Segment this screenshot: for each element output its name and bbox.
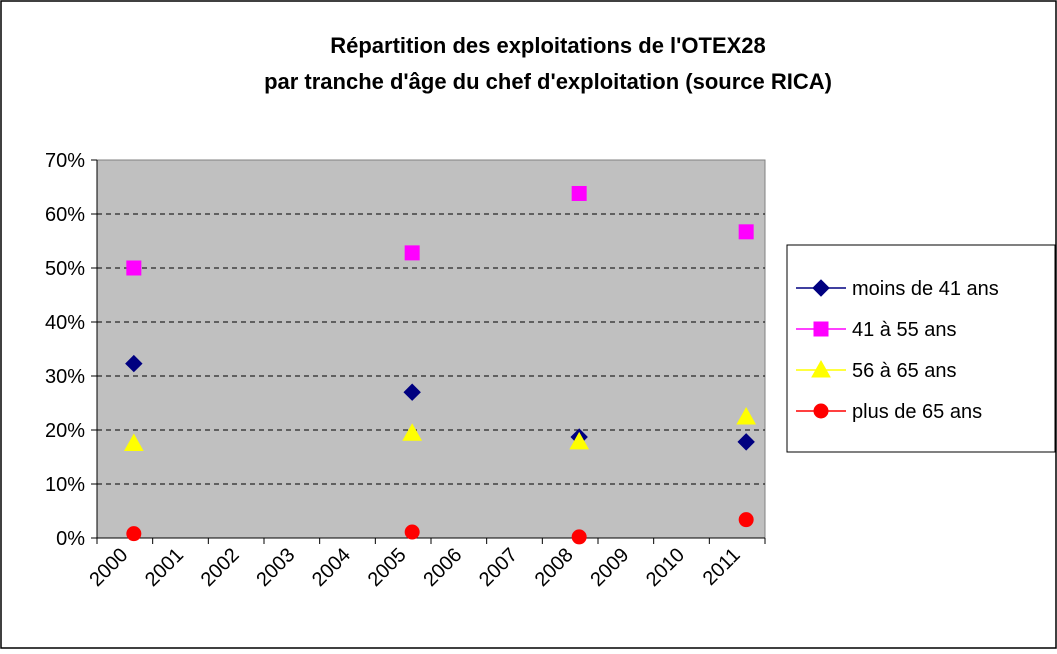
- marker: [571, 185, 587, 201]
- marker: [736, 407, 757, 425]
- marker: [404, 524, 420, 540]
- marker: [404, 245, 420, 261]
- marker: [571, 529, 587, 545]
- marker: [813, 321, 829, 337]
- marker: [125, 354, 143, 373]
- marker: [402, 423, 423, 441]
- legend-label: moins de 41 ans: [852, 278, 999, 300]
- marker: [811, 359, 831, 378]
- y-tick-label: 50%: [45, 258, 85, 280]
- legend-label: plus de 65 ans: [852, 401, 982, 423]
- y-tick-label: 60%: [45, 204, 85, 226]
- marker: [126, 526, 142, 542]
- marker: [812, 279, 830, 297]
- marker: [737, 433, 755, 451]
- marker: [569, 431, 590, 450]
- legend-label: 56 à 65 ans: [852, 360, 957, 382]
- marker: [738, 512, 754, 528]
- y-tick-label: 30%: [45, 366, 85, 388]
- marker: [123, 433, 144, 451]
- chart-title: par tranche d'âge du chef d'exploitation…: [264, 69, 832, 94]
- y-tick-label: 10%: [45, 474, 85, 496]
- y-tick-label: 70%: [45, 150, 85, 172]
- chart-title: Répartition des exploitations de l'OTEX2…: [330, 33, 766, 58]
- legend: moins de 41 ans 41 à 55 ans 56 à 65 ans plu…: [786, 244, 1056, 453]
- plot-area: [96, 159, 766, 539]
- y-tick-label: 0%: [56, 528, 85, 550]
- marker: [813, 403, 829, 419]
- marker: [738, 224, 754, 240]
- y-tick-label: 40%: [45, 312, 85, 334]
- legend-box: [786, 244, 1056, 453]
- y-tick-label: 20%: [45, 420, 85, 442]
- legend-label: 41 à 55 ans: [852, 319, 957, 341]
- marker: [126, 260, 142, 276]
- marker: [403, 383, 421, 401]
